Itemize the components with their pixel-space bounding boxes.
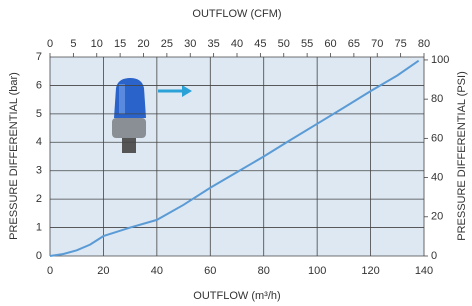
- y-tick-label: 4: [36, 136, 42, 148]
- y-tick-label: 6: [36, 79, 42, 91]
- x-tick-label: 40: [151, 265, 163, 277]
- x2-tick-label: 45: [254, 38, 266, 50]
- y2-tick-label: 40: [431, 171, 443, 183]
- x-tick-label: 140: [415, 265, 433, 277]
- x2-tick-label: 60: [324, 38, 336, 50]
- x2-tick-label: 75: [395, 38, 407, 50]
- y2-axis-title: PRESSURE DIFFERENTIAL (PSI): [456, 71, 468, 241]
- x2-tick-label: 50: [278, 38, 290, 50]
- y2-tick-label: 100: [431, 54, 449, 66]
- y-tick-label: 0: [36, 250, 42, 262]
- chart: OUTFLOW (CFM) OUTFLOW (m³/h) PRESSURE DI…: [0, 0, 472, 306]
- x-axis-title: OUTFLOW (m³/h): [193, 290, 280, 302]
- y-tick-label: 1: [36, 221, 42, 233]
- x2-tick-label: 20: [137, 38, 149, 50]
- y-tick-label: 7: [36, 51, 42, 63]
- y2-tick-label: 80: [431, 93, 443, 105]
- x2-tick-label: 40: [231, 38, 243, 50]
- x2-tick-label: 35: [208, 38, 220, 50]
- y-tick-label: 5: [36, 108, 42, 120]
- x-tick-label: 120: [361, 265, 379, 277]
- x2-tick-label: 10: [91, 38, 103, 50]
- x2-tick-label: 25: [161, 38, 173, 50]
- y-axis-title: PRESSURE DIFFERENTIAL (bar): [8, 72, 20, 240]
- x2-tick-label: 15: [114, 38, 126, 50]
- x2-tick-label: 5: [70, 38, 76, 50]
- y-tick-label: 3: [36, 165, 42, 177]
- x-tick-label: 80: [258, 265, 270, 277]
- x-tick-label: 20: [97, 265, 109, 277]
- x2-tick-label: 55: [301, 38, 313, 50]
- x2-tick-label: 70: [371, 38, 383, 50]
- top-axis-title: OUTFLOW (CFM): [192, 8, 281, 20]
- y2-tick-label: 0: [431, 250, 437, 262]
- x2-tick-label: 80: [418, 38, 430, 50]
- plot-area: [50, 57, 424, 256]
- x-tick-label: 0: [47, 265, 53, 277]
- x2-tick-label: 0: [47, 38, 53, 50]
- x-tick-label: 100: [308, 265, 326, 277]
- x-tick-label: 60: [204, 265, 216, 277]
- y2-tick-label: 60: [431, 132, 443, 144]
- x2-tick-label: 65: [348, 38, 360, 50]
- x2-tick-label: 30: [184, 38, 196, 50]
- y2-tick-label: 20: [431, 211, 443, 223]
- y-tick-label: 2: [36, 193, 42, 205]
